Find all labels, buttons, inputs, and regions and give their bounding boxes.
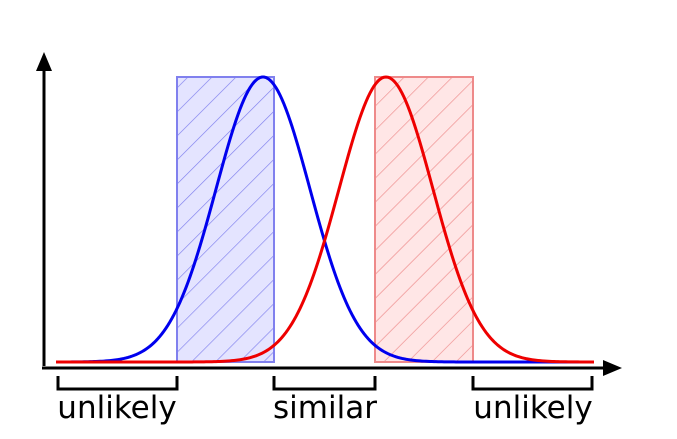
blue-curve — [56, 75, 594, 364]
red-curve — [56, 75, 594, 364]
center-bracket — [272, 376, 377, 391]
right-bracket — [471, 376, 594, 391]
y-axis-arrowhead — [36, 52, 52, 71]
blue-band — [176, 76, 275, 363]
left-bracket — [56, 376, 179, 391]
red-band — [374, 76, 474, 363]
x-axis — [42, 360, 622, 376]
label-center-similar: similar — [273, 390, 377, 426]
x-axis-arrowhead — [603, 360, 622, 376]
y-axis — [36, 52, 52, 366]
label-left-unlikely: unlikely — [57, 390, 176, 426]
label-right-unlikely: unlikely — [473, 390, 592, 426]
